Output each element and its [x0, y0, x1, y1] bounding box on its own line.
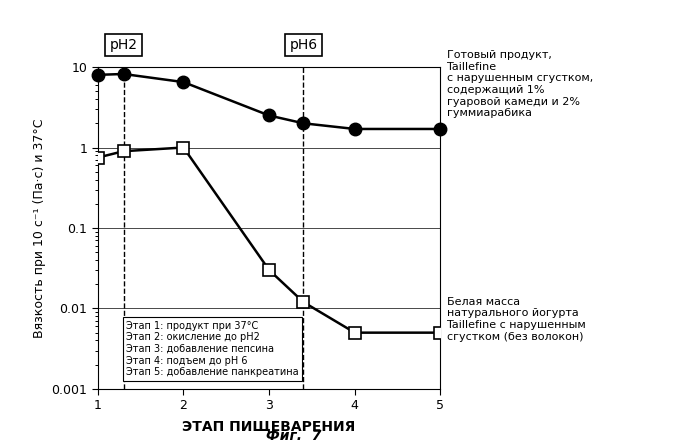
Text: Фиг.  7: Фиг. 7 [266, 429, 322, 443]
X-axis label: ЭТАП ПИЩЕВАРЕНИЯ: ЭТАП ПИЩЕВАРЕНИЯ [182, 419, 356, 433]
Y-axis label: Вязкость при 10 с⁻¹ (Па·с) и 37°С: Вязкость при 10 с⁻¹ (Па·с) и 37°С [33, 118, 46, 338]
Text: Готовый продукт,
Taillefine
с нарушенным сгустком,
содержащий 1%
гуаровой камеди: Готовый продукт, Taillefine с нарушенным… [447, 50, 593, 118]
Text: Белая масса
натурального йогурта
Taillefine с нарушенным
сгустком (без волокон): Белая масса натурального йогурта Taillef… [447, 297, 586, 342]
Text: pH2: pH2 [110, 38, 138, 52]
Text: Этап 1: продукт при 37°С
Этап 2: окисление до pH2
Этап 3: добавление пепсина
Эта: Этап 1: продукт при 37°С Этап 2: окислен… [126, 321, 298, 377]
Text: pH6: pH6 [289, 38, 317, 52]
